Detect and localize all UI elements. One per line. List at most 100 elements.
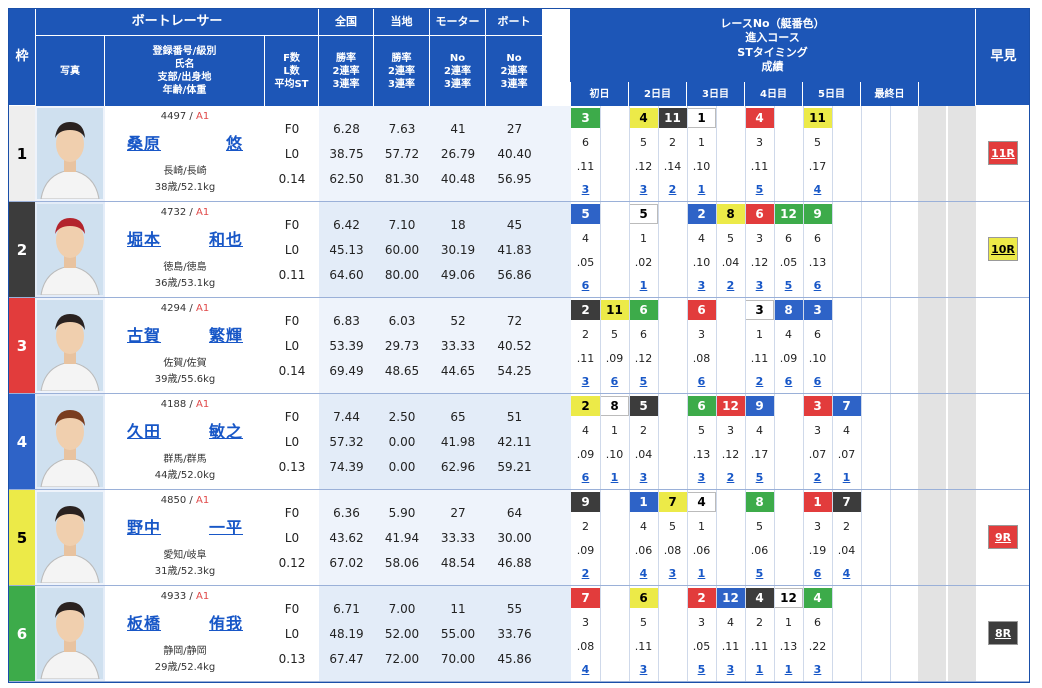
- finish-link[interactable]: 4: [813, 182, 822, 196]
- finish-link[interactable]: [774, 563, 803, 583]
- finish-link[interactable]: 6: [697, 374, 706, 388]
- st-cell: [716, 155, 745, 177]
- racer-name-link[interactable]: 古賀 繁輝: [127, 322, 243, 346]
- finish-link[interactable]: 3: [668, 566, 677, 580]
- tou-stats: 7.63 57.72 81.30: [374, 106, 430, 201]
- course-cell: 3: [698, 615, 705, 629]
- finish-link[interactable]: 4: [842, 566, 851, 580]
- finish-link[interactable]: [716, 179, 745, 199]
- finish-link[interactable]: [716, 563, 745, 583]
- finish-link[interactable]: [832, 371, 861, 391]
- race-divider: [832, 202, 833, 297]
- course-cell: [600, 611, 629, 633]
- racer-surname: 野中: [127, 518, 162, 537]
- finish-link[interactable]: [716, 371, 745, 391]
- finish-link[interactable]: [658, 275, 687, 295]
- finish-link[interactable]: 3: [639, 662, 648, 676]
- haya-header: 早見: [976, 9, 1029, 106]
- race-divider: [745, 490, 746, 585]
- finish-link[interactable]: 1: [697, 566, 706, 580]
- finish-link[interactable]: 1: [842, 470, 851, 484]
- finish-link[interactable]: [658, 467, 687, 487]
- finish-link[interactable]: [774, 179, 803, 199]
- finish-link[interactable]: 5: [784, 278, 793, 292]
- gray-header: [919, 82, 976, 106]
- finish-link[interactable]: 6: [581, 470, 590, 484]
- racer-name-link[interactable]: 久田 敏之: [127, 418, 243, 442]
- finish-link[interactable]: [832, 659, 861, 679]
- finish-link[interactable]: 5: [755, 182, 764, 196]
- course-cell: [716, 323, 745, 345]
- finish-link[interactable]: 2: [726, 470, 735, 484]
- finish-link[interactable]: [774, 467, 803, 487]
- finish-link[interactable]: [600, 659, 629, 679]
- course-cell: 6: [785, 231, 792, 245]
- haya-race-link[interactable]: 10R: [988, 237, 1018, 261]
- mot-value-1: 18: [450, 217, 466, 232]
- l-count: L0: [284, 626, 300, 641]
- finish-link[interactable]: 6: [813, 566, 822, 580]
- st-cell: [658, 443, 687, 465]
- finish-link[interactable]: 2: [755, 374, 764, 388]
- finish-link[interactable]: 4: [639, 566, 648, 580]
- racer-name-link[interactable]: 板橋 侑我: [127, 610, 243, 634]
- finish-link[interactable]: 6: [813, 278, 822, 292]
- haya-race-link[interactable]: 8R: [988, 621, 1018, 645]
- finish-link[interactable]: 2: [581, 566, 590, 580]
- final-day-gray: [918, 298, 976, 393]
- finish-link[interactable]: 5: [697, 662, 706, 676]
- finish-link[interactable]: 4: [581, 662, 590, 676]
- finish-link[interactable]: 2: [726, 278, 735, 292]
- finish-link[interactable]: 1: [784, 662, 793, 676]
- haya-race-link[interactable]: 9R: [988, 525, 1018, 549]
- finish-link[interactable]: 3: [813, 662, 822, 676]
- finish-link[interactable]: 5: [639, 374, 648, 388]
- mot-stats: 11 55.00 70.00: [430, 586, 486, 681]
- finish-link[interactable]: 5: [755, 566, 764, 580]
- racer-name-link[interactable]: 堀本 和也: [127, 226, 243, 250]
- finish-link[interactable]: 3: [697, 278, 706, 292]
- finish-link[interactable]: 3: [581, 182, 590, 196]
- l-count: L0: [284, 338, 300, 353]
- finish-link[interactable]: [658, 659, 687, 679]
- st-cell: .11: [750, 159, 769, 173]
- haya-race-link[interactable]: 11R: [988, 141, 1018, 165]
- finish-link[interactable]: 6: [813, 374, 822, 388]
- finish-link[interactable]: [600, 179, 629, 199]
- finish-link[interactable]: 3: [639, 182, 648, 196]
- racer-name-link[interactable]: 桑原 悠: [127, 130, 243, 154]
- fl-stats: F0 L0 0.14: [265, 106, 319, 201]
- finish-link[interactable]: 1: [697, 182, 706, 196]
- finish-link[interactable]: 3: [755, 278, 764, 292]
- mot-stats: 52 33.33 44.65: [430, 298, 486, 393]
- finish-link[interactable]: 3: [697, 470, 706, 484]
- finish-link[interactable]: 6: [581, 278, 590, 292]
- finish-link[interactable]: [658, 371, 687, 391]
- finish-link[interactable]: 2: [813, 470, 822, 484]
- finish-link[interactable]: [832, 275, 861, 295]
- finish-link[interactable]: 3: [639, 470, 648, 484]
- mot-value-2: 41.98: [440, 434, 476, 449]
- course-cell: 5: [698, 423, 705, 437]
- finish-link[interactable]: 5: [755, 470, 764, 484]
- finish-link[interactable]: 1: [610, 470, 619, 484]
- finish-link[interactable]: 1: [639, 278, 648, 292]
- st-cell: [658, 251, 687, 273]
- finish-link[interactable]: [600, 275, 629, 295]
- racer-name-link[interactable]: 野中 一平: [127, 514, 243, 538]
- boat-stats: 64 30.00 46.88: [486, 490, 543, 585]
- reg-line: 4188 / A1: [160, 399, 210, 410]
- mot-value-1: 11: [450, 601, 466, 616]
- finish-link[interactable]: 3: [581, 374, 590, 388]
- finish-link[interactable]: 6: [610, 374, 619, 388]
- finish-link[interactable]: 2: [668, 182, 677, 196]
- finish-link[interactable]: 3: [726, 662, 735, 676]
- course-cell: 4: [756, 423, 763, 437]
- course-cell: [600, 131, 629, 153]
- tou-value-1: 6.03: [388, 313, 416, 328]
- course-cell: [658, 611, 687, 633]
- finish-link[interactable]: 1: [755, 662, 764, 676]
- finish-link[interactable]: [832, 179, 861, 199]
- finish-link[interactable]: [600, 563, 629, 583]
- finish-link[interactable]: 6: [784, 374, 793, 388]
